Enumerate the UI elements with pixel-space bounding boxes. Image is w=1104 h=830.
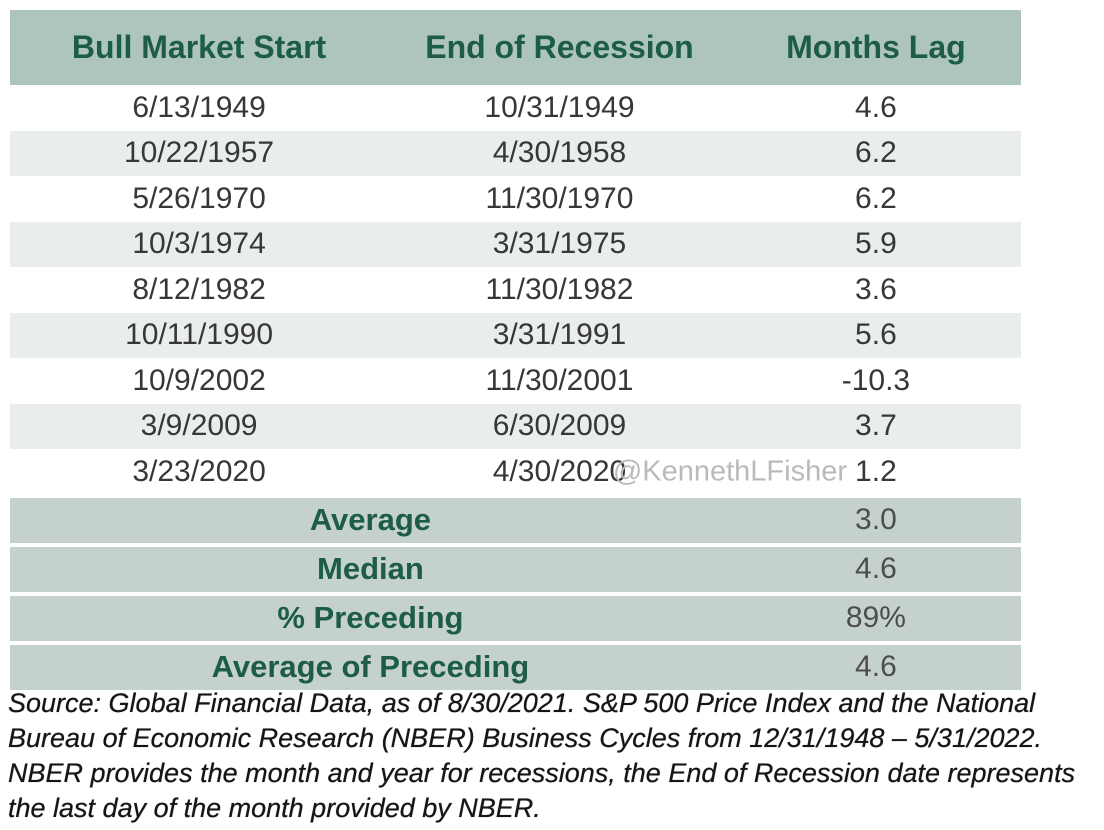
cell-bull-market-start: 10/9/2002 xyxy=(132,363,266,397)
summary-row-percent-preceding: % Preceding 89% xyxy=(10,595,1021,641)
source-note-line: NBER provides the month and year for rec… xyxy=(8,758,1076,788)
column-header-end-of-recession: End of Recession xyxy=(425,29,694,65)
cell-bull-market-start: 10/3/1974 xyxy=(132,227,266,261)
cell-end-of-recession: 11/30/2001 xyxy=(485,363,634,397)
cell-end-of-recession: 3/31/1991 xyxy=(492,318,627,352)
cell-months-lag: 3.7 xyxy=(855,409,897,443)
summary-label: Median xyxy=(317,551,424,586)
source-note-line: Source: Global Financial Data, as of 8/3… xyxy=(8,688,1036,718)
bull-market-recession-table: Bull Market Start End of Recession Month… xyxy=(10,10,1021,690)
cell-end-of-recession: 3/31/1975 xyxy=(492,227,627,261)
table-row: 10/11/1990 3/31/1991 5.6 xyxy=(10,312,1021,358)
summary-label: Average xyxy=(309,502,432,537)
cell-months-lag: 5.9 xyxy=(855,227,897,261)
source-note-line: Bureau of Economic Research (NBER) Busin… xyxy=(8,723,1043,753)
summary-row-average: Average 3.0 xyxy=(10,497,1021,543)
summary-row-median: Median 4.6 xyxy=(10,546,1021,592)
cell-months-lag: 3.6 xyxy=(855,272,897,306)
table-header-row: Bull Market Start End of Recession Month… xyxy=(10,10,1021,85)
cell-bull-market-start: 3/9/2009 xyxy=(140,409,258,443)
cell-months-lag: -10.3 xyxy=(841,363,911,397)
summary-label: Average of Preceding xyxy=(211,649,530,684)
cell-end-of-recession: 4/30/2020 xyxy=(492,454,627,488)
table-row: 5/26/1970 11/30/1970 6.2 xyxy=(10,176,1021,222)
column-header-months-lag: Months Lag xyxy=(786,29,966,65)
source-note-line: the last day of the month provided by NB… xyxy=(8,793,541,823)
table-row: 10/22/1957 4/30/1958 6.2 xyxy=(10,130,1021,176)
cell-bull-market-start: 5/26/1970 xyxy=(132,181,266,215)
summary-value: 4.6 xyxy=(855,650,897,683)
cell-end-of-recession: 10/31/1949 xyxy=(484,90,635,124)
table-row: 10/3/1974 3/31/1975 5.9 xyxy=(10,221,1021,267)
cell-months-lag: 5.6 xyxy=(855,318,897,352)
cell-bull-market-start: 3/23/2020 xyxy=(132,454,266,488)
cell-months-lag: 6.2 xyxy=(855,136,897,170)
table-row: 3/9/2009 6/30/2009 3.7 xyxy=(10,403,1021,449)
cell-months-lag: 6.2 xyxy=(855,181,897,215)
cell-end-of-recession: 6/30/2009 xyxy=(492,409,627,443)
summary-row-average-of-preceding: Average of Preceding 4.6 xyxy=(10,644,1021,690)
cell-end-of-recession: 11/30/1982 xyxy=(485,272,634,306)
cell-bull-market-start: 10/11/1990 xyxy=(125,318,274,352)
table-row: 3/23/2020 4/30/2020 @KennethLFisher 1.2 xyxy=(10,449,1021,495)
table-row: 6/13/1949 10/31/1949 4.6 xyxy=(10,85,1021,131)
cell-bull-market-start: 6/13/1949 xyxy=(132,90,266,124)
summary-value: 89% xyxy=(845,601,906,634)
summary-label: % Preceding xyxy=(277,600,464,635)
summary-value: 4.6 xyxy=(855,552,897,585)
cell-months-lag: 4.6 xyxy=(855,90,897,124)
table-row: 8/12/1982 11/30/1982 3.6 xyxy=(10,267,1021,313)
cell-bull-market-start: 8/12/1982 xyxy=(132,272,266,306)
twitter-handle-watermark: @KennethLFisher xyxy=(612,455,847,488)
source-note: Source: Global Financial Data, as of 8/3… xyxy=(8,686,1075,826)
summary-value: 3.0 xyxy=(855,503,897,536)
cell-end-of-recession: 11/30/1970 xyxy=(485,181,634,215)
column-header-bull-market-start: Bull Market Start xyxy=(71,29,327,65)
cell-end-of-recession: 4/30/1958 xyxy=(492,136,627,170)
cell-bull-market-start: 10/22/1957 xyxy=(123,136,275,170)
table-row: 10/9/2002 11/30/2001 -10.3 xyxy=(10,358,1021,404)
cell-months-lag: 1.2 xyxy=(855,454,897,488)
